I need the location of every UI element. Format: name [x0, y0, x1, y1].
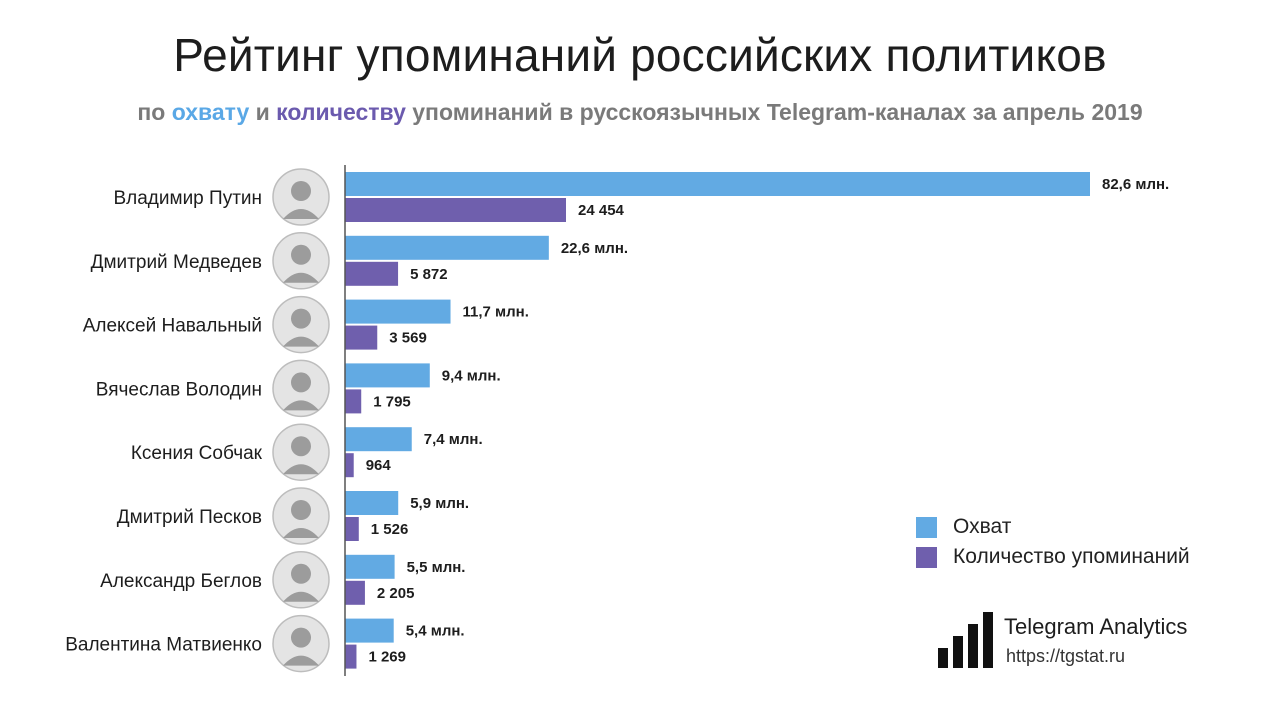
avatar-body-icon — [283, 272, 319, 283]
avatar-head-icon — [291, 436, 311, 457]
reach-bar — [345, 235, 549, 260]
avatar-head-icon — [291, 244, 311, 265]
category-label: Дмитрий Медведев — [91, 252, 262, 273]
avatar-head-icon — [291, 563, 311, 584]
subtitle-reach-word: охвату — [171, 99, 250, 125]
subtitle-suffix: упоминаний в русскоязычных Telegram-кана… — [412, 99, 1143, 125]
reach-value-label: 5,4 млн. — [406, 623, 465, 640]
mentions-value-label: 2 205 — [377, 585, 415, 602]
category-label: Ксения Собчак — [131, 443, 263, 464]
mentions-value-label: 1 526 — [371, 521, 409, 538]
reach-value-label: 5,9 млн. — [410, 495, 469, 512]
reach-bar — [345, 491, 399, 515]
avatar-head-icon — [291, 500, 311, 520]
category-label: Александр Беглов — [100, 571, 262, 592]
reach-bar — [345, 427, 412, 452]
legend: Охват Количество упоминаний — [916, 512, 1190, 572]
avatar-body-icon — [283, 336, 319, 347]
category-label: Вячеслав Володин — [96, 379, 262, 400]
reach-bar — [345, 363, 430, 388]
avatar-head-icon — [291, 308, 311, 329]
reach-value-label: 9,4 млн. — [442, 367, 501, 384]
mentions-bar — [345, 198, 566, 222]
mentions-value-label: 24 454 — [578, 202, 625, 219]
reach-bar — [345, 554, 395, 579]
chart-title: Рейтинг упоминаний российских политиков — [173, 29, 1107, 81]
mentions-value-label: 3 569 — [389, 330, 427, 347]
reach-value-label: 5,5 млн. — [407, 559, 466, 576]
legend-label-reach: Охват — [953, 515, 1012, 538]
category-label: Алексей Навальный — [83, 316, 262, 337]
mentions-value-label: 1 269 — [368, 649, 406, 666]
avatar-head-icon — [291, 372, 311, 393]
avatar-body-icon — [283, 655, 319, 666]
mentions-value-label: 964 — [366, 457, 392, 474]
category-label: Владимир Путин — [113, 188, 262, 209]
mentions-bar — [345, 517, 359, 541]
mentions-bar — [345, 325, 378, 350]
reach-bar — [345, 172, 1090, 196]
brand-url[interactable]: https://tgstat.ru — [1006, 646, 1126, 666]
subtitle-count-word: количеству — [276, 99, 406, 125]
legend-swatch-count — [916, 546, 937, 568]
legend-item-reach: Охват — [916, 512, 1190, 542]
mentions-value-label: 1 795 — [373, 393, 411, 410]
mentions-bar — [345, 261, 399, 286]
avatar-body-icon — [283, 528, 319, 538]
category-label: Дмитрий Песков — [117, 507, 262, 528]
avatar-body-icon — [283, 464, 319, 475]
bar-chart-logo-icon — [938, 612, 993, 668]
mentions-bar — [345, 389, 362, 414]
mentions-bar — [345, 580, 365, 605]
mentions-bar — [345, 644, 357, 669]
mentions-bar — [345, 453, 354, 478]
legend-label-count: Количество упоминаний — [953, 545, 1190, 568]
avatar-body-icon — [283, 209, 319, 219]
reach-value-label: 11,7 млн. — [463, 304, 529, 321]
reach-value-label: 7,4 млн. — [424, 431, 483, 448]
reach-value-label: 82,6 млн. — [1102, 176, 1169, 193]
avatar-head-icon — [291, 181, 311, 201]
subtitle-prefix: по — [137, 99, 166, 125]
subtitle-and: и — [255, 99, 270, 125]
avatar-body-icon — [283, 400, 319, 411]
reach-value-label: 22,6 млн. — [561, 240, 628, 257]
brand-name: Telegram Analytics — [1004, 614, 1188, 639]
reach-bar — [345, 299, 451, 324]
legend-item-count: Количество упоминаний — [916, 542, 1190, 572]
legend-swatch-reach — [916, 516, 937, 538]
category-label: Валентина Матвиенко — [65, 635, 262, 656]
chart-subtitle: по охвату и количеству упоминаний в русс… — [0, 99, 1280, 126]
mentions-value-label: 5 872 — [410, 266, 448, 283]
avatar-head-icon — [291, 627, 311, 648]
reach-bar — [345, 618, 394, 643]
avatar-body-icon — [283, 591, 319, 602]
